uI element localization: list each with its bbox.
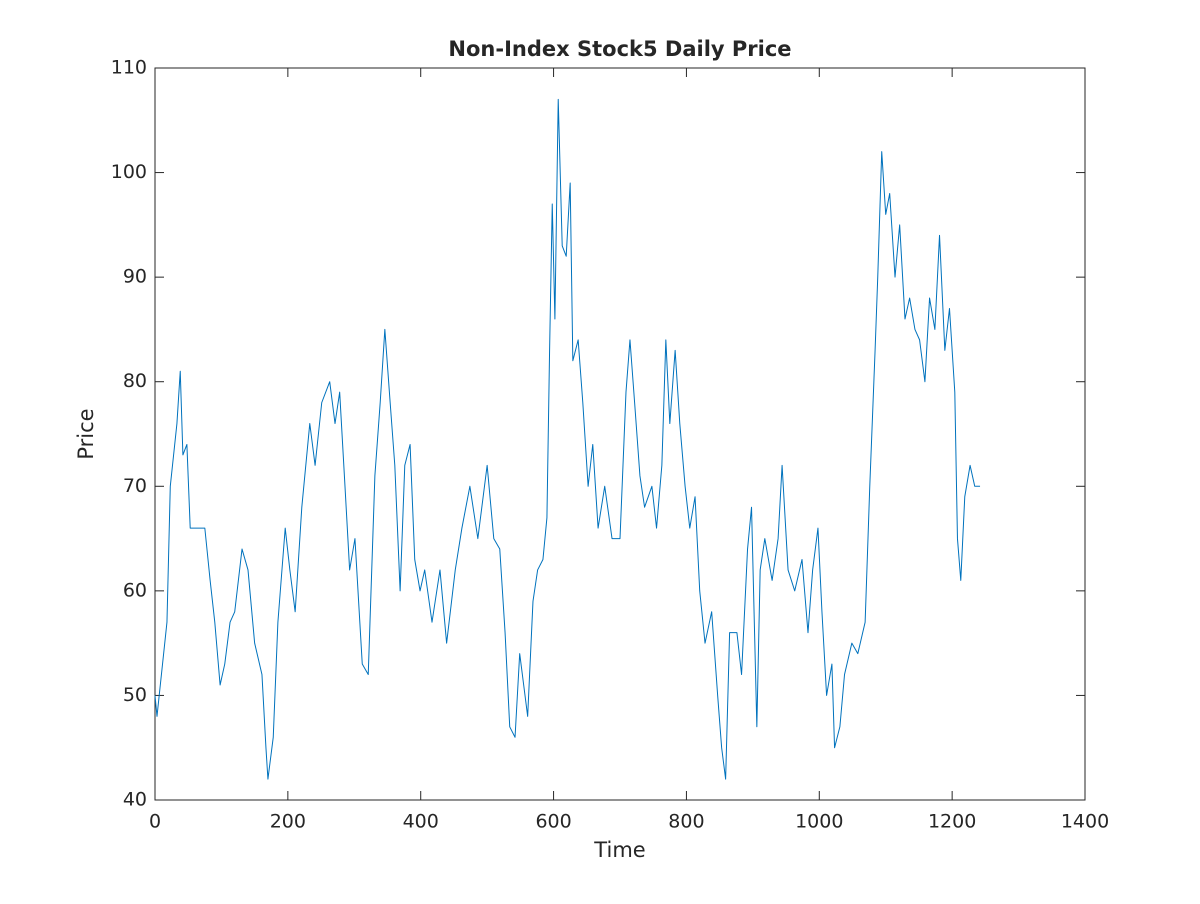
y-axis-label: Price <box>74 408 98 459</box>
x-tick-label: 400 <box>403 811 439 833</box>
x-axis-label: Time <box>593 838 645 862</box>
y-tick-label: 60 <box>123 579 147 601</box>
plot-frame <box>154 67 1086 801</box>
x-tick-label: 600 <box>535 811 571 833</box>
x-tick-label: 200 <box>270 811 306 833</box>
y-tick-label: 70 <box>123 475 147 497</box>
x-tick-label: 1200 <box>928 811 976 833</box>
y-tick-label: 80 <box>123 370 147 392</box>
y-tick-label: 110 <box>111 57 147 79</box>
y-tick-label: 50 <box>123 684 147 706</box>
chart-title: Non-Index Stock5 Daily Price <box>448 37 791 61</box>
price-line <box>154 98 981 780</box>
y-tick-label: 90 <box>123 266 147 288</box>
y-tick-label: 40 <box>123 789 147 811</box>
x-tick-label: 800 <box>668 811 704 833</box>
x-tick-label: 1400 <box>1061 811 1109 833</box>
x-tick-label: 1000 <box>795 811 843 833</box>
x-tick-label: 0 <box>149 811 161 833</box>
y-tick-label: 100 <box>111 161 147 183</box>
